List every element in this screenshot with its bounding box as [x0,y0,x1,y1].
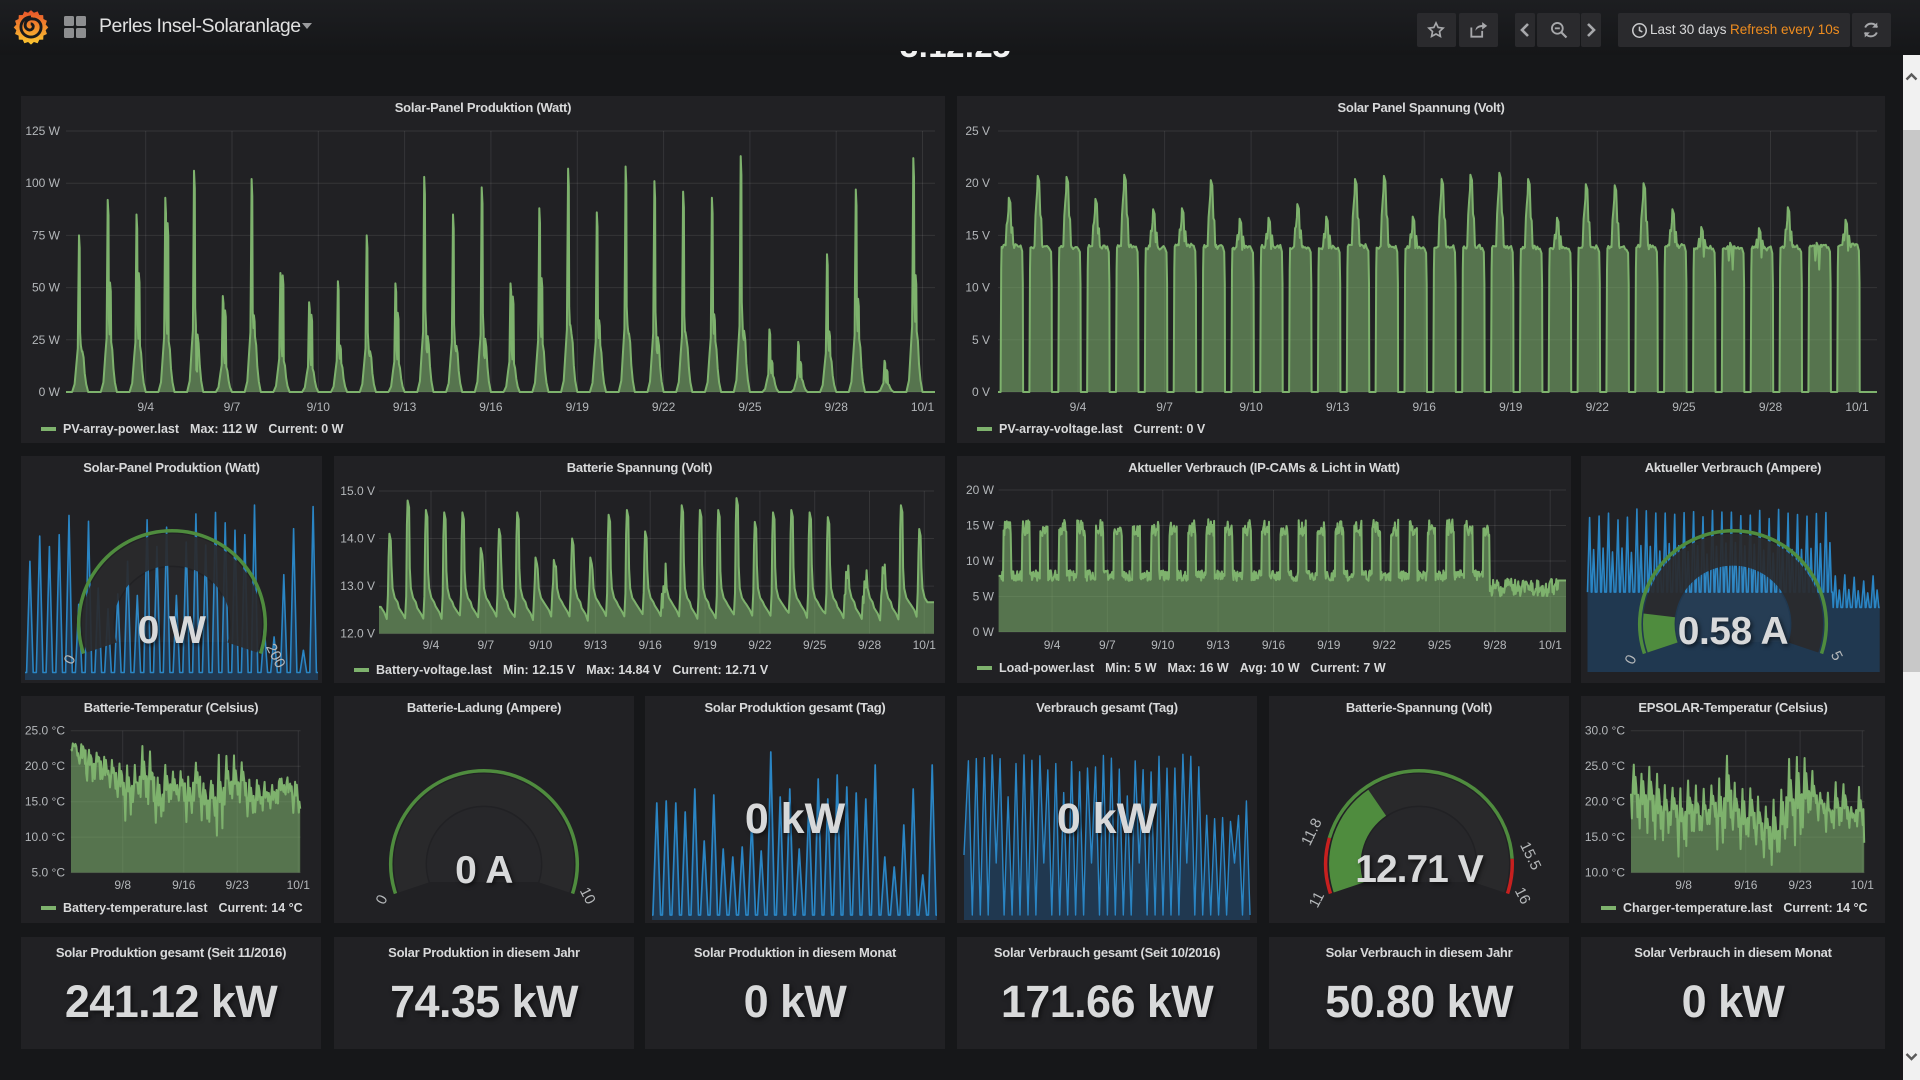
svg-text:9/16: 9/16 [1262,638,1286,652]
svg-text:9/22: 9/22 [1586,400,1610,414]
svg-text:0 W: 0 W [39,385,61,399]
svg-text:10/1: 10/1 [1851,878,1875,892]
svg-text:0 W: 0 W [973,625,995,639]
svg-text:9/13: 9/13 [584,638,608,652]
svg-text:10 W: 10 W [966,554,995,568]
svg-text:10: 10 [576,885,599,908]
svg-text:9/10: 9/10 [1239,400,1263,414]
svg-text:9/16: 9/16 [479,400,503,414]
svg-text:9/7: 9/7 [224,400,241,414]
svg-text:9/10: 9/10 [1151,638,1175,652]
svg-text:9/13: 9/13 [393,400,417,414]
svg-text:25 V: 25 V [965,124,990,138]
svg-text:75 W: 75 W [32,228,61,242]
svg-text:13.0 V: 13.0 V [340,579,375,593]
svg-text:10/1: 10/1 [913,638,937,652]
svg-text:20 W: 20 W [966,483,995,497]
svg-text:9/22: 9/22 [748,638,772,652]
svg-text:15 V: 15 V [965,228,990,242]
svg-text:9/10: 9/10 [529,638,553,652]
svg-text:9/16: 9/16 [1413,400,1437,414]
svg-text:9/7: 9/7 [477,638,494,652]
svg-text:25.0 °C: 25.0 °C [1585,759,1625,773]
svg-text:9/13: 9/13 [1326,400,1350,414]
svg-text:10 V: 10 V [965,281,990,295]
svg-text:12.0 V: 12.0 V [340,627,375,641]
svg-text:15.0 V: 15.0 V [340,484,375,498]
svg-text:9/16: 9/16 [639,638,663,652]
svg-text:10/1: 10/1 [287,878,311,892]
svg-text:10/1: 10/1 [1845,400,1869,414]
svg-text:9/4: 9/4 [1044,638,1061,652]
svg-text:9/16: 9/16 [172,878,196,892]
svg-text:9/25: 9/25 [738,400,762,414]
svg-text:20 V: 20 V [965,176,990,190]
svg-text:9/8: 9/8 [1675,878,1692,892]
svg-text:9/19: 9/19 [1317,638,1341,652]
svg-text:0: 0 [372,892,391,907]
svg-text:9/28: 9/28 [1759,400,1783,414]
svg-text:9/22: 9/22 [652,400,676,414]
svg-text:9/25: 9/25 [1428,638,1452,652]
svg-text:10/1: 10/1 [1539,638,1563,652]
svg-text:0 V: 0 V [972,385,990,399]
svg-text:9/4: 9/4 [1070,400,1087,414]
svg-text:9/28: 9/28 [858,638,882,652]
svg-text:125 W: 125 W [25,124,60,138]
svg-text:11.8: 11.8 [1298,816,1326,849]
svg-text:25 W: 25 W [32,333,61,347]
svg-text:5 W: 5 W [973,590,995,604]
svg-text:20.0 °C: 20.0 °C [1585,795,1625,809]
svg-text:9/23: 9/23 [226,878,250,892]
svg-text:9/19: 9/19 [1499,400,1523,414]
svg-text:16: 16 [1511,885,1534,908]
svg-text:9/19: 9/19 [693,638,717,652]
svg-text:50 W: 50 W [32,281,61,295]
svg-text:30.0 °C: 30.0 °C [1585,724,1625,738]
svg-text:9/10: 9/10 [307,400,331,414]
svg-text:25.0 °C: 25.0 °C [25,724,65,738]
svg-text:9/8: 9/8 [114,878,131,892]
svg-text:9/28: 9/28 [825,400,849,414]
svg-text:10.0 °C: 10.0 °C [1585,866,1625,880]
svg-text:10/1: 10/1 [911,400,935,414]
svg-text:9/23: 9/23 [1788,878,1812,892]
svg-text:9/25: 9/25 [803,638,827,652]
svg-text:9/7: 9/7 [1156,400,1173,414]
svg-text:10.0 °C: 10.0 °C [25,830,65,844]
svg-text:11: 11 [1306,889,1328,911]
svg-text:9/16: 9/16 [1734,878,1758,892]
svg-text:15 W: 15 W [966,519,995,533]
svg-text:9/22: 9/22 [1373,638,1397,652]
svg-text:9/25: 9/25 [1672,400,1696,414]
svg-text:5 V: 5 V [972,333,990,347]
svg-text:100 W: 100 W [25,176,60,190]
svg-text:15.0 °C: 15.0 °C [25,795,65,809]
svg-text:9/4: 9/4 [137,400,154,414]
svg-text:9/4: 9/4 [423,638,440,652]
svg-text:5.0 °C: 5.0 °C [32,866,66,880]
svg-text:20.0 °C: 20.0 °C [25,759,65,773]
svg-text:9/19: 9/19 [566,400,590,414]
svg-text:9/13: 9/13 [1206,638,1230,652]
svg-text:15.0 °C: 15.0 °C [1585,830,1625,844]
svg-text:9/28: 9/28 [1483,638,1507,652]
svg-text:9/7: 9/7 [1099,638,1116,652]
svg-text:14.0 V: 14.0 V [340,532,375,546]
